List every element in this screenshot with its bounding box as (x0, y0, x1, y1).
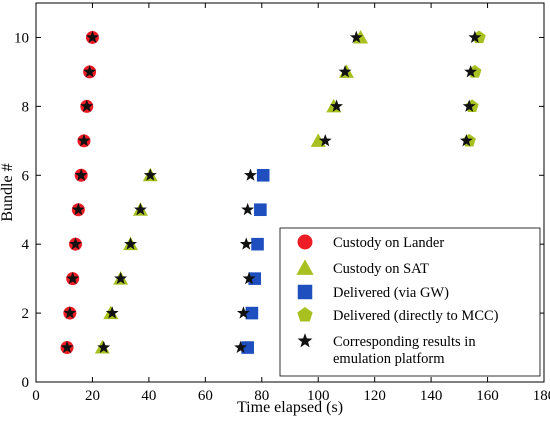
legend-marker (297, 306, 313, 322)
y-tick-label: 2 (22, 306, 30, 322)
legend-marker (296, 259, 314, 275)
star-point (464, 65, 478, 78)
legend-marker (297, 333, 313, 348)
y-tick-label: 10 (14, 30, 29, 46)
star-point (133, 202, 147, 216)
legend-label: Delivered (via GW) (333, 285, 449, 301)
star-point (83, 65, 97, 78)
legend-label: Custody on SAT (333, 261, 429, 277)
star-point (105, 306, 119, 319)
y-tick-label: 6 (22, 168, 30, 184)
star-point (462, 99, 476, 112)
x-tick-label: 100 (307, 388, 330, 404)
legend-label: Corresponding results in (333, 334, 476, 350)
star-point (459, 134, 473, 147)
star-point (97, 340, 111, 354)
legend-label: Delivered (directly to MCC) (333, 308, 499, 324)
x-tick-label: 80 (254, 388, 269, 404)
star-point (242, 271, 256, 285)
star-point (85, 30, 99, 43)
star-point (338, 65, 352, 78)
star-point (63, 306, 77, 319)
x-axis-label: Time elapsed (s) (237, 399, 343, 416)
y-tick-label: 8 (22, 99, 30, 115)
star-point (80, 99, 94, 112)
star-point (66, 271, 80, 285)
x-tick-label: 120 (363, 388, 386, 404)
star-point (330, 99, 344, 112)
series-3 (462, 30, 486, 147)
star-point (241, 202, 255, 216)
x-tick-label: 160 (476, 388, 499, 404)
x-tick-label: 140 (420, 388, 443, 404)
plot-frame (35, 2, 545, 383)
star-point (74, 168, 88, 181)
square-point (251, 237, 264, 251)
series-4 (60, 30, 482, 354)
legend-label: emulation platform (333, 351, 445, 367)
x-tick-label: 180 (533, 388, 550, 404)
star-point (468, 30, 482, 43)
legend-label: Custody on Lander (333, 235, 444, 251)
legend: Custody on Lander Custody on SAT Delivered… (279, 227, 541, 377)
data-marks (60, 29, 486, 355)
series-2 (241, 168, 270, 354)
square-point (256, 168, 270, 182)
star-point (69, 237, 82, 250)
y-tick-label: 4 (22, 237, 30, 253)
star-point (114, 271, 128, 285)
square-point (245, 306, 259, 320)
star-point (244, 168, 257, 181)
legend-box (279, 227, 541, 377)
series-0 (60, 30, 99, 355)
star-point (60, 340, 74, 354)
star-point (318, 134, 332, 147)
star-point (239, 237, 253, 250)
star-point (236, 306, 250, 319)
square-point (254, 203, 267, 217)
legend-marker (297, 284, 313, 300)
triangle-point (310, 133, 326, 147)
square-point (241, 341, 254, 354)
x-tick-label: 0 (32, 388, 40, 404)
x-tick-label: 20 (85, 388, 100, 404)
y-axis-label: Bundle # (0, 163, 16, 221)
axis-ticks: 0 20 40 60 80 100 120 140 160 180 0 2 4 6 8 10 (14, 3, 550, 404)
star-point (77, 134, 91, 147)
star-point (124, 237, 138, 250)
star-point (234, 340, 248, 354)
star-point (143, 168, 157, 181)
star-point (349, 30, 363, 43)
y-tick-label: 0 (22, 375, 30, 391)
x-tick-label: 40 (141, 388, 156, 404)
star-point (71, 202, 85, 216)
x-tick-label: 60 (198, 388, 213, 404)
legend-marker (297, 234, 313, 250)
